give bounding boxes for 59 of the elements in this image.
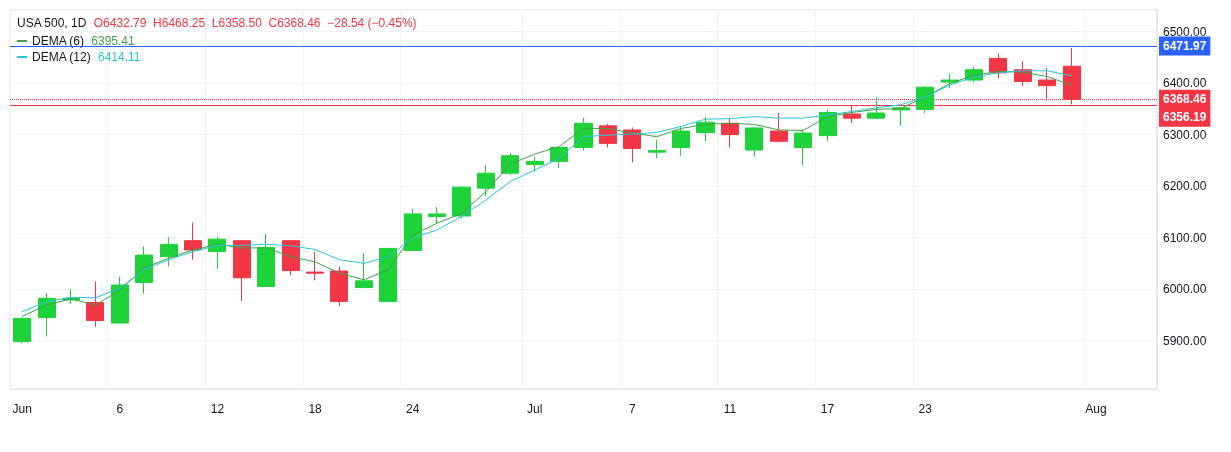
candlestick [501, 152, 519, 176]
candlestick [379, 247, 397, 303]
candlestick [135, 245, 153, 295]
y-tick-label: 6400.00 [1163, 76, 1207, 91]
y-tick-label: 6100.00 [1163, 230, 1207, 245]
candlestick [721, 117, 739, 148]
x-tick-label: 23 [918, 402, 933, 416]
candlestick [233, 239, 251, 302]
x-tick-label: Jul [527, 402, 543, 416]
x-tick-label: 6 [116, 402, 124, 416]
candlestick [477, 165, 495, 197]
y-tick-label: 6500.00 [1163, 24, 1207, 39]
candlestick [867, 96, 885, 120]
candlestick [13, 316, 31, 344]
candlestick [672, 125, 690, 157]
candlestick [86, 280, 104, 328]
y-tick-label: 6000.00 [1163, 282, 1207, 297]
x-tick-label: 7 [628, 402, 636, 416]
candlestick [257, 233, 275, 288]
annotation: −28.54 (−0.45%) [327, 16, 417, 30]
candlestick [404, 208, 422, 252]
ref-line-label: 6471.97 [1163, 39, 1207, 54]
y-tick-label: 6200.00 [1163, 179, 1207, 194]
candlestick [160, 236, 178, 267]
candlestick [428, 206, 446, 225]
y-tick-label: 6300.00 [1163, 127, 1207, 142]
annotation: C6368.46 [268, 16, 321, 30]
candlestick [892, 106, 910, 127]
candlestick [770, 112, 788, 143]
candlestick [184, 222, 202, 261]
legend-label: DEMA (12) [32, 50, 98, 64]
x-tick-label: 11 [723, 402, 737, 416]
x-tick-label: Jun [12, 402, 32, 416]
candlestick [355, 252, 373, 289]
candlestick [330, 265, 348, 307]
candlestick [916, 85, 934, 114]
legend-label: DEMA (6) [32, 34, 91, 48]
annotation: H6468.25 [153, 16, 206, 30]
x-tick-label: Aug [1085, 402, 1107, 416]
ref-line-label: 6356.19 [1163, 110, 1207, 125]
x-tick-label: 17 [820, 402, 835, 416]
candlestick [745, 126, 763, 158]
candlestick [794, 129, 812, 167]
candlestick [111, 276, 129, 324]
text: USA 500, 1D [17, 16, 87, 30]
ref-line-label: 6368.46 [1163, 92, 1207, 107]
annotation: 6414.11 [98, 50, 141, 64]
candlestick [452, 185, 471, 219]
annotation: O6432.79 [93, 16, 147, 30]
candlestick [526, 156, 544, 173]
x-tick-label: 18 [308, 402, 323, 416]
annotation: L6358.50 [211, 16, 263, 30]
y-tick-label: 5900.00 [1163, 333, 1207, 348]
candlestick [306, 251, 324, 281]
annotation: 6395.41 [91, 34, 136, 48]
candlestick [282, 240, 300, 276]
x-tick-label: 24 [405, 402, 420, 416]
candlestick [648, 139, 666, 159]
x-tick-label: 12 [210, 402, 225, 416]
